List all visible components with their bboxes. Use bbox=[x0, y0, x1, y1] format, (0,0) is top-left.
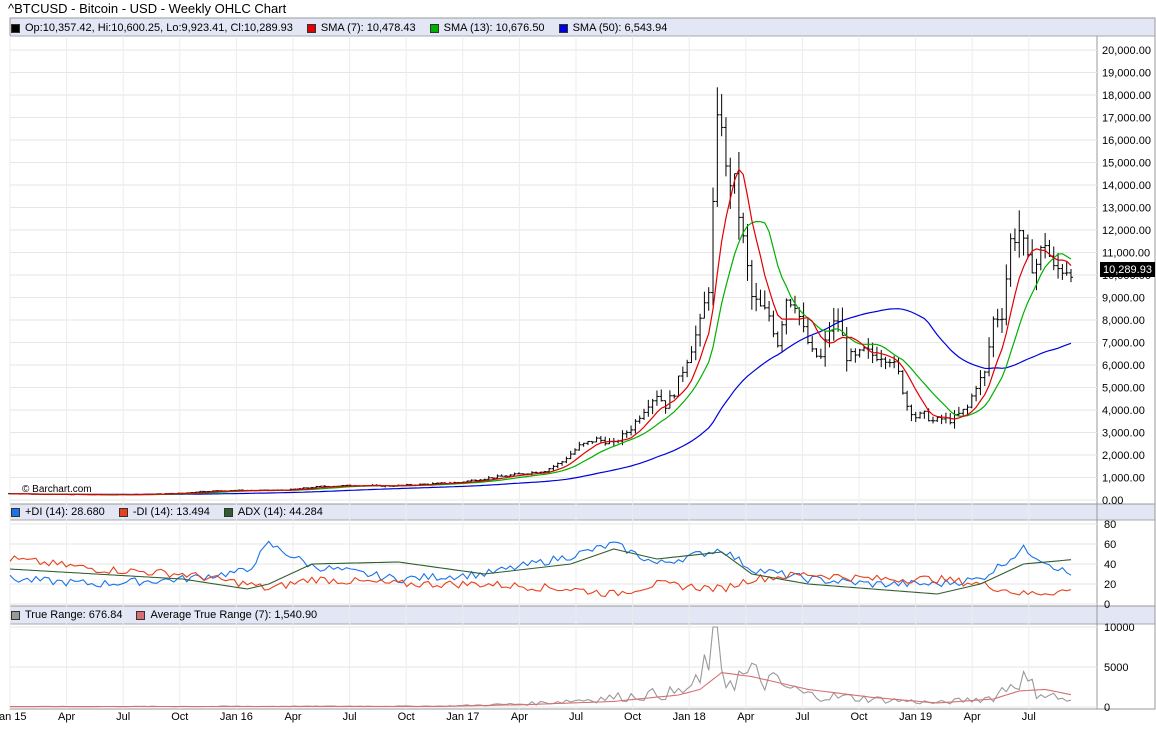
price-legend: Op:10,357.42, Hi:10,600.25, Lo:9,923.41,… bbox=[11, 22, 667, 34]
x-tick-label: Jan 18 bbox=[673, 711, 706, 723]
tr-y-tick-label: 10000 bbox=[1104, 622, 1135, 634]
x-tick-label: Apr bbox=[737, 711, 754, 723]
tr-y-tick-label: 5000 bbox=[1104, 662, 1128, 674]
chart-title: ^BTCUSD - Bitcoin - USD - Weekly OHLC Ch… bbox=[8, 1, 287, 16]
price-y-tick-label: 5,000.00 bbox=[1102, 383, 1145, 395]
x-tick-label: Apr bbox=[284, 711, 301, 723]
price-y-tick-label: 6,000.00 bbox=[1102, 360, 1145, 372]
price-y-tick-label: 12,000.00 bbox=[1102, 225, 1151, 237]
dmi-legend: +DI (14): 28.680 -DI (14): 13.494 ADX (1… bbox=[11, 506, 323, 518]
price-y-tick-label: 9,000.00 bbox=[1102, 293, 1145, 305]
adx-legend: ADX (14): 44.284 bbox=[237, 506, 323, 518]
dmi-plot bbox=[9, 540, 1072, 598]
x-tick-label: Oct bbox=[171, 711, 188, 723]
grid bbox=[9, 36, 1097, 709]
tr-legend: True Range: 676.84 Average True Range (7… bbox=[11, 609, 317, 621]
price-y-tick-label: 15,000.00 bbox=[1102, 158, 1151, 170]
price-y-tick-label: 1,000.00 bbox=[1102, 473, 1145, 485]
price-y-tick-label: 18,000.00 bbox=[1102, 90, 1151, 102]
price-y-tick-label: 2,000.00 bbox=[1102, 450, 1145, 462]
atr-line bbox=[10, 672, 1072, 708]
mdi-line bbox=[9, 555, 1072, 598]
price-y-tick-label: 20,000.00 bbox=[1102, 45, 1151, 57]
x-tick-label: Jan 16 bbox=[220, 711, 253, 723]
sma7-swatch bbox=[306, 23, 316, 33]
price-panel-frame bbox=[9, 17, 1156, 505]
price-y-tick-label: 13,000.00 bbox=[1102, 203, 1151, 215]
tr-y-tick-label: 0 bbox=[1104, 702, 1110, 714]
pdi-legend: +DI (14): 28.680 bbox=[25, 506, 105, 518]
mdi-legend: -DI (14): 13.494 bbox=[132, 506, 210, 518]
sma13-line bbox=[9, 220, 1072, 496]
mdi-swatch bbox=[118, 507, 128, 517]
x-tick-label: Oct bbox=[624, 711, 641, 723]
last-price-tag bbox=[1100, 262, 1155, 277]
x-tick-label: Apr bbox=[58, 711, 75, 723]
dmi-y-tick-label: 20 bbox=[1104, 579, 1116, 591]
x-tick-label: Apr bbox=[511, 711, 528, 723]
dmi-y-tick-label: 0 bbox=[1104, 599, 1110, 611]
adx-line bbox=[9, 548, 1072, 595]
price-y-tick-label: 8,000.00 bbox=[1102, 315, 1145, 327]
pdi-swatch bbox=[11, 507, 20, 517]
x-tick-label: Apr bbox=[964, 711, 981, 723]
price-y-tick-label: 11,000.00 bbox=[1102, 248, 1150, 260]
x-tick-label: Oct bbox=[850, 711, 867, 723]
pdi-line bbox=[9, 540, 1072, 588]
ohlc-swatch bbox=[11, 23, 20, 33]
sma50-line bbox=[9, 308, 1072, 496]
x-tick-label: Jul bbox=[1022, 711, 1036, 723]
x-tick-label: Jan 19 bbox=[899, 711, 932, 723]
sma13-legend: SMA (13): 10,676.50 bbox=[443, 22, 545, 34]
x-tick-label: Jan 15 bbox=[0, 711, 27, 723]
price-y-tick-label: 0.00 bbox=[1102, 495, 1123, 507]
sma13-swatch bbox=[429, 23, 439, 33]
price-y-tick-label: 3,000.00 bbox=[1102, 428, 1145, 440]
sma50-legend: SMA (50): 6,543.94 bbox=[572, 22, 668, 34]
x-tick-label: Oct bbox=[398, 711, 415, 723]
price-y-tick-label: 14,000.00 bbox=[1102, 180, 1151, 192]
copyright: © Barchart.com bbox=[22, 484, 92, 495]
dmi-y-tick-label: 40 bbox=[1104, 559, 1116, 571]
x-tick-label: Jul bbox=[343, 711, 357, 723]
atr-swatch bbox=[136, 610, 146, 620]
ohlc-legend: Op:10,357.42, Hi:10,600.25, Lo:9,923.41,… bbox=[25, 22, 293, 34]
last-price-label: 10,289.93 bbox=[1103, 264, 1152, 276]
true-range-plot bbox=[9, 626, 1072, 708]
axes: 20,000.00 19,000.00 18,000.00 17,000.00 16,0… bbox=[0, 45, 1151, 723]
price-y-tick-label: 19,000.00 bbox=[1102, 68, 1151, 80]
adx-swatch bbox=[223, 507, 233, 517]
atr-legend-text: Average True Range (7): 1,540.90 bbox=[150, 609, 318, 621]
price-y-tick-label: 16,000.00 bbox=[1102, 135, 1151, 147]
tr-legend-text: True Range: 676.84 bbox=[25, 609, 123, 621]
sma7-line bbox=[9, 168, 1072, 496]
dmi-y-tick-label: 80 bbox=[1104, 519, 1116, 531]
sma50-swatch bbox=[558, 23, 568, 33]
x-tick-label: Jul bbox=[795, 711, 809, 723]
x-tick-label: Jan 17 bbox=[446, 711, 479, 723]
price-y-tick-label: 7,000.00 bbox=[1102, 338, 1145, 350]
sma7-legend: SMA (7): 10,478.43 bbox=[320, 22, 416, 34]
price-y-tick-label: 17,000.00 bbox=[1102, 113, 1151, 125]
price-y-tick-label: 4,000.00 bbox=[1102, 405, 1145, 417]
dmi-y-tick-label: 60 bbox=[1104, 539, 1116, 551]
price-plot bbox=[8, 87, 1073, 496]
tr-swatch bbox=[11, 610, 20, 620]
x-tick-label: Jul bbox=[116, 711, 130, 723]
x-tick-label: Jul bbox=[569, 711, 583, 723]
